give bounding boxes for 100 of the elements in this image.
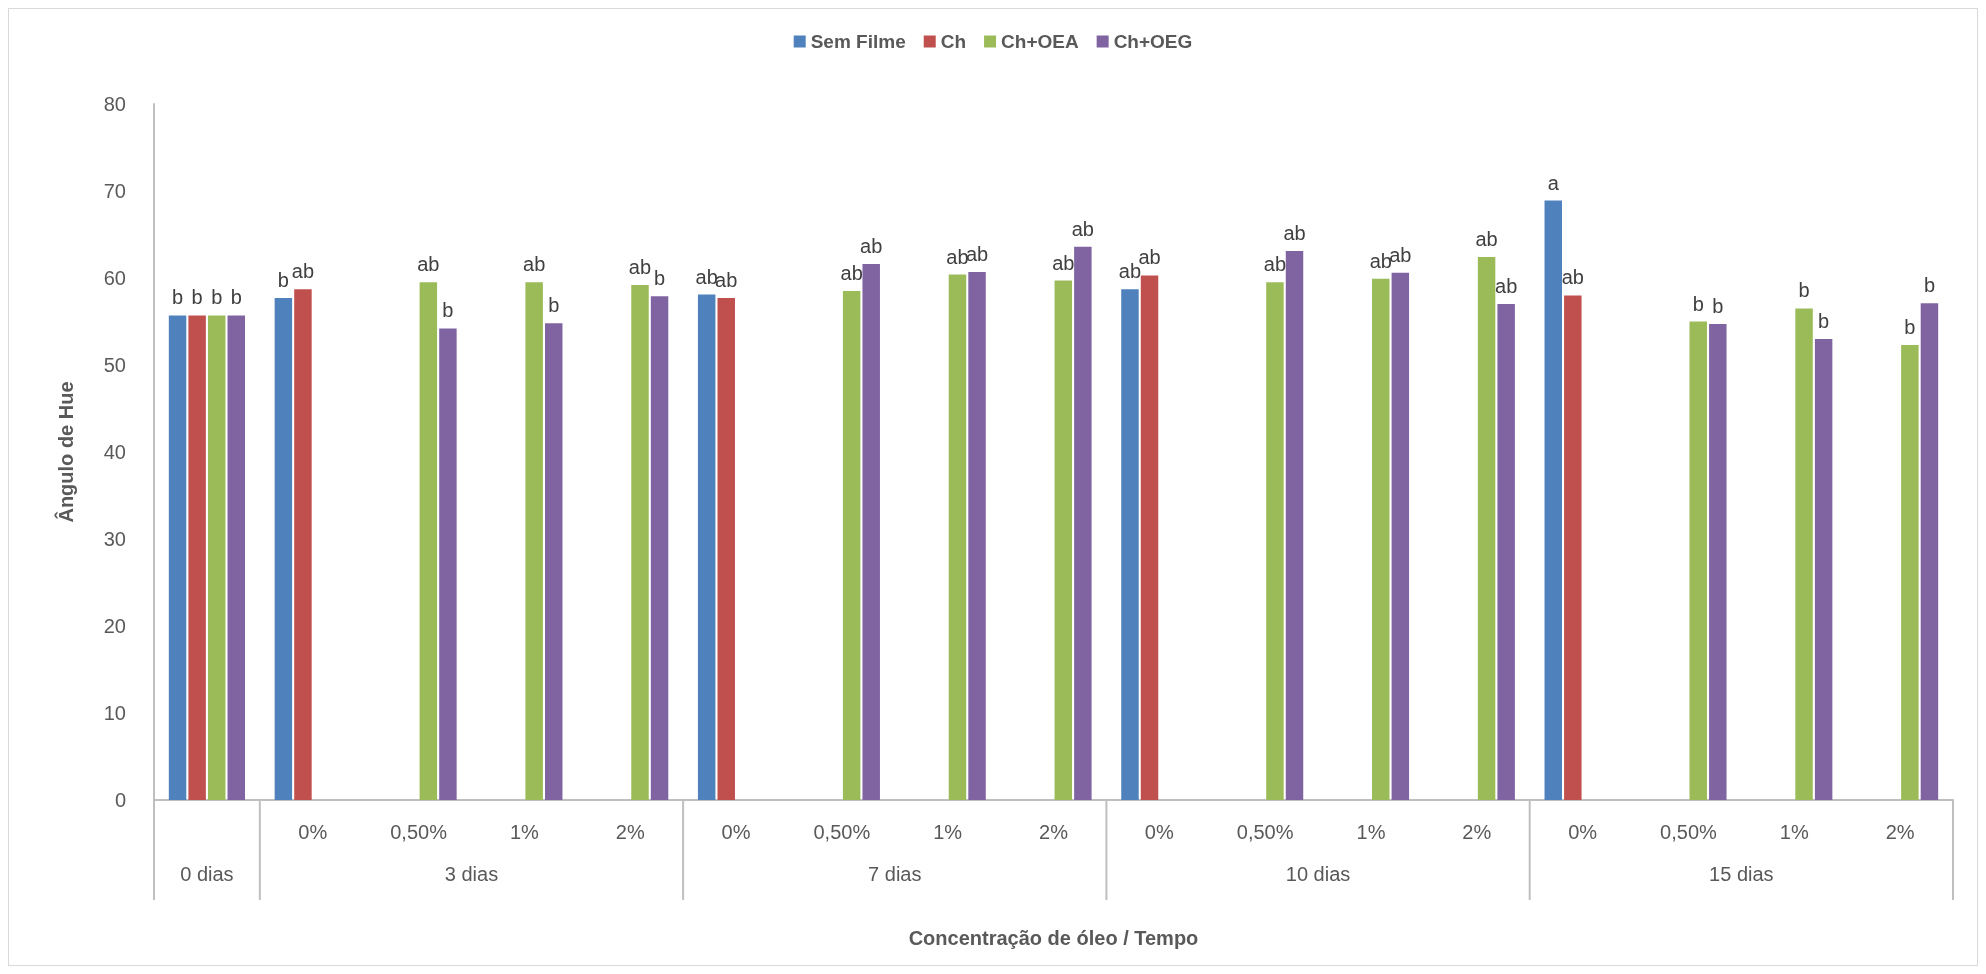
data-label: ab — [1475, 228, 1498, 251]
data-label: ab — [1071, 217, 1094, 240]
legend-label: Ch+OEA — [1001, 31, 1079, 52]
data-label: ab — [417, 253, 440, 276]
data-label: ab — [628, 255, 652, 278]
bar — [1477, 257, 1496, 800]
x-tick-label: 1% — [1356, 821, 1386, 843]
bar — [717, 298, 735, 800]
y-tick-label: 80 — [103, 93, 126, 115]
data-label: b — [1904, 315, 1916, 338]
y-axis-title: Ângulo de Hue — [54, 381, 77, 523]
x-tick-label: 1% — [1779, 821, 1809, 843]
y-tick-label: 10 — [103, 702, 126, 724]
y-tick-label: 20 — [103, 615, 126, 637]
data-label: ab — [860, 235, 883, 258]
data-label: b — [548, 294, 560, 317]
data-label: ab — [1495, 275, 1518, 298]
bar — [1564, 295, 1582, 800]
data-label: b — [442, 299, 454, 322]
legend-label: Ch+OEG — [1113, 31, 1193, 52]
bar — [1266, 282, 1284, 800]
data-label: b — [1692, 292, 1704, 315]
x-tick-label: 0,50% — [1660, 821, 1718, 843]
data-label: ab — [523, 253, 546, 276]
text: 0 dias — [180, 863, 234, 885]
bar — [1920, 303, 1939, 800]
data-label: ab — [1283, 222, 1306, 245]
text: 7 dias — [868, 863, 922, 885]
x-tick-label: 0,50% — [813, 821, 871, 843]
bar — [545, 323, 563, 800]
y-tick-label: 70 — [103, 180, 126, 202]
bar — [862, 264, 880, 800]
bar — [1372, 278, 1390, 800]
y-tick-label: 40 — [103, 441, 126, 463]
data-label: ab — [840, 262, 863, 285]
bar — [207, 315, 226, 800]
bar — [294, 289, 312, 800]
bar — [1709, 324, 1727, 800]
bar — [1285, 251, 1304, 800]
x-tick-label: 0% — [1144, 821, 1174, 843]
bar — [1814, 338, 1833, 800]
bar — [948, 274, 967, 800]
data-label: b — [1798, 279, 1810, 302]
data-label: ab — [1263, 253, 1287, 276]
bar — [650, 296, 669, 800]
x-tick-label: 0% — [1568, 821, 1598, 843]
x-tick-label: 2% — [1462, 821, 1492, 843]
data-label: b — [230, 286, 242, 309]
bar — [631, 284, 649, 800]
data-label: b — [1712, 295, 1724, 318]
text: 15 dias — [1709, 863, 1774, 885]
bar — [1121, 289, 1139, 800]
x-tick-label: 1% — [933, 821, 963, 843]
bar — [1689, 321, 1707, 800]
data-label: ab — [1369, 249, 1392, 272]
x-tick-label: 2% — [615, 821, 645, 843]
bar — [697, 294, 716, 800]
text: 3 dias — [444, 863, 499, 885]
bar — [1391, 272, 1410, 800]
bar — [1054, 280, 1073, 800]
text: 10 dias — [1285, 863, 1351, 885]
data-label: b — [277, 269, 289, 292]
data-label: a — [1547, 171, 1560, 194]
bar — [227, 315, 246, 800]
bar — [525, 282, 543, 800]
data-label: ab — [1052, 251, 1075, 274]
data-label: ab — [715, 269, 738, 292]
legend-label: Sem Filme — [810, 31, 906, 52]
bar — [1074, 246, 1092, 800]
legend-label: Ch — [940, 31, 967, 52]
bar — [419, 282, 438, 800]
bar — [168, 315, 187, 800]
bar — [1901, 344, 1919, 800]
x-tick-label: 0% — [298, 821, 328, 843]
data-label: b — [1818, 309, 1830, 332]
x-tick-label: 2% — [1885, 821, 1915, 843]
data-label: b — [211, 286, 223, 309]
x-axis-title: Concentração de óleo / Tempo — [908, 927, 1199, 949]
data-label: b — [191, 286, 203, 309]
data-label: ab — [1561, 266, 1584, 289]
x-tick-label: 2% — [1039, 821, 1069, 843]
y-tick-label: 0 — [114, 789, 126, 811]
y-tick-label: 50 — [103, 354, 126, 376]
y-tick-label: 60 — [103, 267, 126, 289]
bar — [439, 328, 457, 800]
bar — [1140, 275, 1159, 800]
bar — [842, 291, 861, 800]
x-tick-label: 0,50% — [1236, 821, 1294, 843]
bar — [968, 271, 986, 800]
bar — [188, 315, 206, 800]
bar — [1795, 308, 1813, 800]
x-tick-label: 0% — [721, 821, 751, 843]
x-tick-label: 0,50% — [390, 821, 448, 843]
bar — [274, 298, 293, 800]
data-label: b — [1923, 274, 1936, 297]
bar — [1544, 200, 1562, 800]
data-label: b — [171, 286, 184, 309]
bar — [1497, 304, 1515, 800]
x-tick-label: 1% — [509, 821, 540, 843]
data-label: b — [654, 267, 666, 290]
